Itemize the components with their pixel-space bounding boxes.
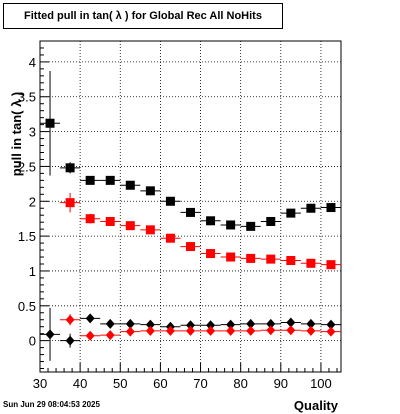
data-point bbox=[206, 216, 216, 226]
data-point bbox=[125, 180, 135, 190]
data-point bbox=[246, 318, 256, 329]
y-tick-label: 3.5 bbox=[18, 90, 36, 105]
series-1 bbox=[60, 192, 341, 270]
data-point bbox=[266, 325, 276, 336]
data-point bbox=[85, 330, 95, 341]
x-axis-label: Quality bbox=[294, 398, 339, 413]
x-tick-label: 40 bbox=[73, 376, 87, 391]
data-point bbox=[266, 254, 276, 264]
timestamp: Sun Jun 29 08:04:53 2025 bbox=[3, 400, 100, 409]
chart-title: Fitted pull in tan( λ ) for Global Rec A… bbox=[3, 3, 283, 29]
data-point bbox=[206, 249, 216, 259]
x-tick-label: 100 bbox=[310, 376, 332, 391]
data-point bbox=[85, 313, 95, 324]
y-axis-label: pull in tan( λ ) bbox=[9, 92, 24, 177]
data-point bbox=[145, 186, 155, 196]
x-tick-label: 30 bbox=[33, 376, 47, 391]
data-point bbox=[306, 325, 316, 336]
data-series bbox=[40, 70, 341, 361]
y-tick-label: 4 bbox=[29, 55, 36, 70]
data-point bbox=[226, 319, 236, 330]
x-tick-label: 80 bbox=[233, 376, 247, 391]
y-tick-label: 0 bbox=[29, 334, 36, 349]
data-point bbox=[226, 252, 236, 262]
data-point bbox=[145, 225, 155, 235]
data-point bbox=[266, 318, 276, 329]
data-point bbox=[266, 216, 276, 226]
data-point bbox=[105, 216, 115, 226]
data-point bbox=[206, 325, 216, 336]
series-3 bbox=[60, 314, 341, 341]
data-point bbox=[65, 198, 75, 208]
data-point bbox=[45, 329, 55, 340]
y-tick-label: 1 bbox=[29, 264, 36, 279]
data-point bbox=[286, 208, 296, 218]
data-point bbox=[186, 320, 195, 331]
y-tick-label: 1.5 bbox=[18, 229, 36, 244]
data-point bbox=[326, 260, 336, 270]
data-point bbox=[125, 221, 135, 231]
data-point bbox=[246, 325, 256, 336]
data-point bbox=[165, 325, 175, 336]
data-point bbox=[246, 253, 256, 263]
data-point bbox=[145, 319, 155, 330]
data-point bbox=[226, 220, 236, 230]
data-point bbox=[45, 118, 55, 128]
data-point bbox=[186, 207, 195, 217]
data-point bbox=[85, 175, 95, 185]
series-0 bbox=[40, 70, 341, 231]
data-point bbox=[186, 325, 195, 336]
data-point bbox=[105, 175, 115, 185]
data-point bbox=[306, 203, 316, 213]
data-point bbox=[65, 335, 75, 346]
data-point bbox=[286, 256, 296, 266]
data-point bbox=[65, 163, 75, 173]
x-tick-label: 50 bbox=[113, 376, 127, 391]
data-point bbox=[326, 326, 336, 337]
data-point bbox=[65, 314, 75, 325]
grid bbox=[40, 41, 341, 372]
series-2 bbox=[40, 307, 341, 361]
data-point bbox=[246, 221, 256, 231]
data-point bbox=[125, 326, 135, 337]
data-point bbox=[165, 233, 175, 243]
data-point bbox=[145, 325, 155, 336]
data-point bbox=[186, 242, 195, 252]
data-point bbox=[85, 214, 95, 224]
data-point bbox=[306, 318, 316, 329]
y-tick-label: 2 bbox=[29, 194, 36, 209]
data-point bbox=[286, 317, 296, 328]
data-point bbox=[165, 196, 175, 206]
data-point bbox=[326, 319, 336, 330]
y-tick-label: 2.5 bbox=[18, 159, 36, 174]
data-point bbox=[105, 330, 115, 341]
axes: 30 40 50 60 70 80 90 100 0 0.5 1 1.5 2 2.5 3 3.5 4 bbox=[18, 40, 338, 391]
data-point bbox=[125, 318, 135, 329]
data-point bbox=[326, 203, 336, 213]
data-point bbox=[306, 258, 316, 268]
x-tick-label: 90 bbox=[274, 376, 288, 391]
data-point bbox=[105, 318, 115, 329]
x-tick-label: 70 bbox=[193, 376, 207, 391]
data-point bbox=[286, 325, 296, 336]
y-tick-label: 0.5 bbox=[18, 299, 36, 314]
y-tick-label: 3 bbox=[29, 125, 36, 140]
data-point bbox=[206, 320, 216, 331]
data-point bbox=[226, 325, 236, 336]
x-tick-label: 60 bbox=[153, 376, 167, 391]
